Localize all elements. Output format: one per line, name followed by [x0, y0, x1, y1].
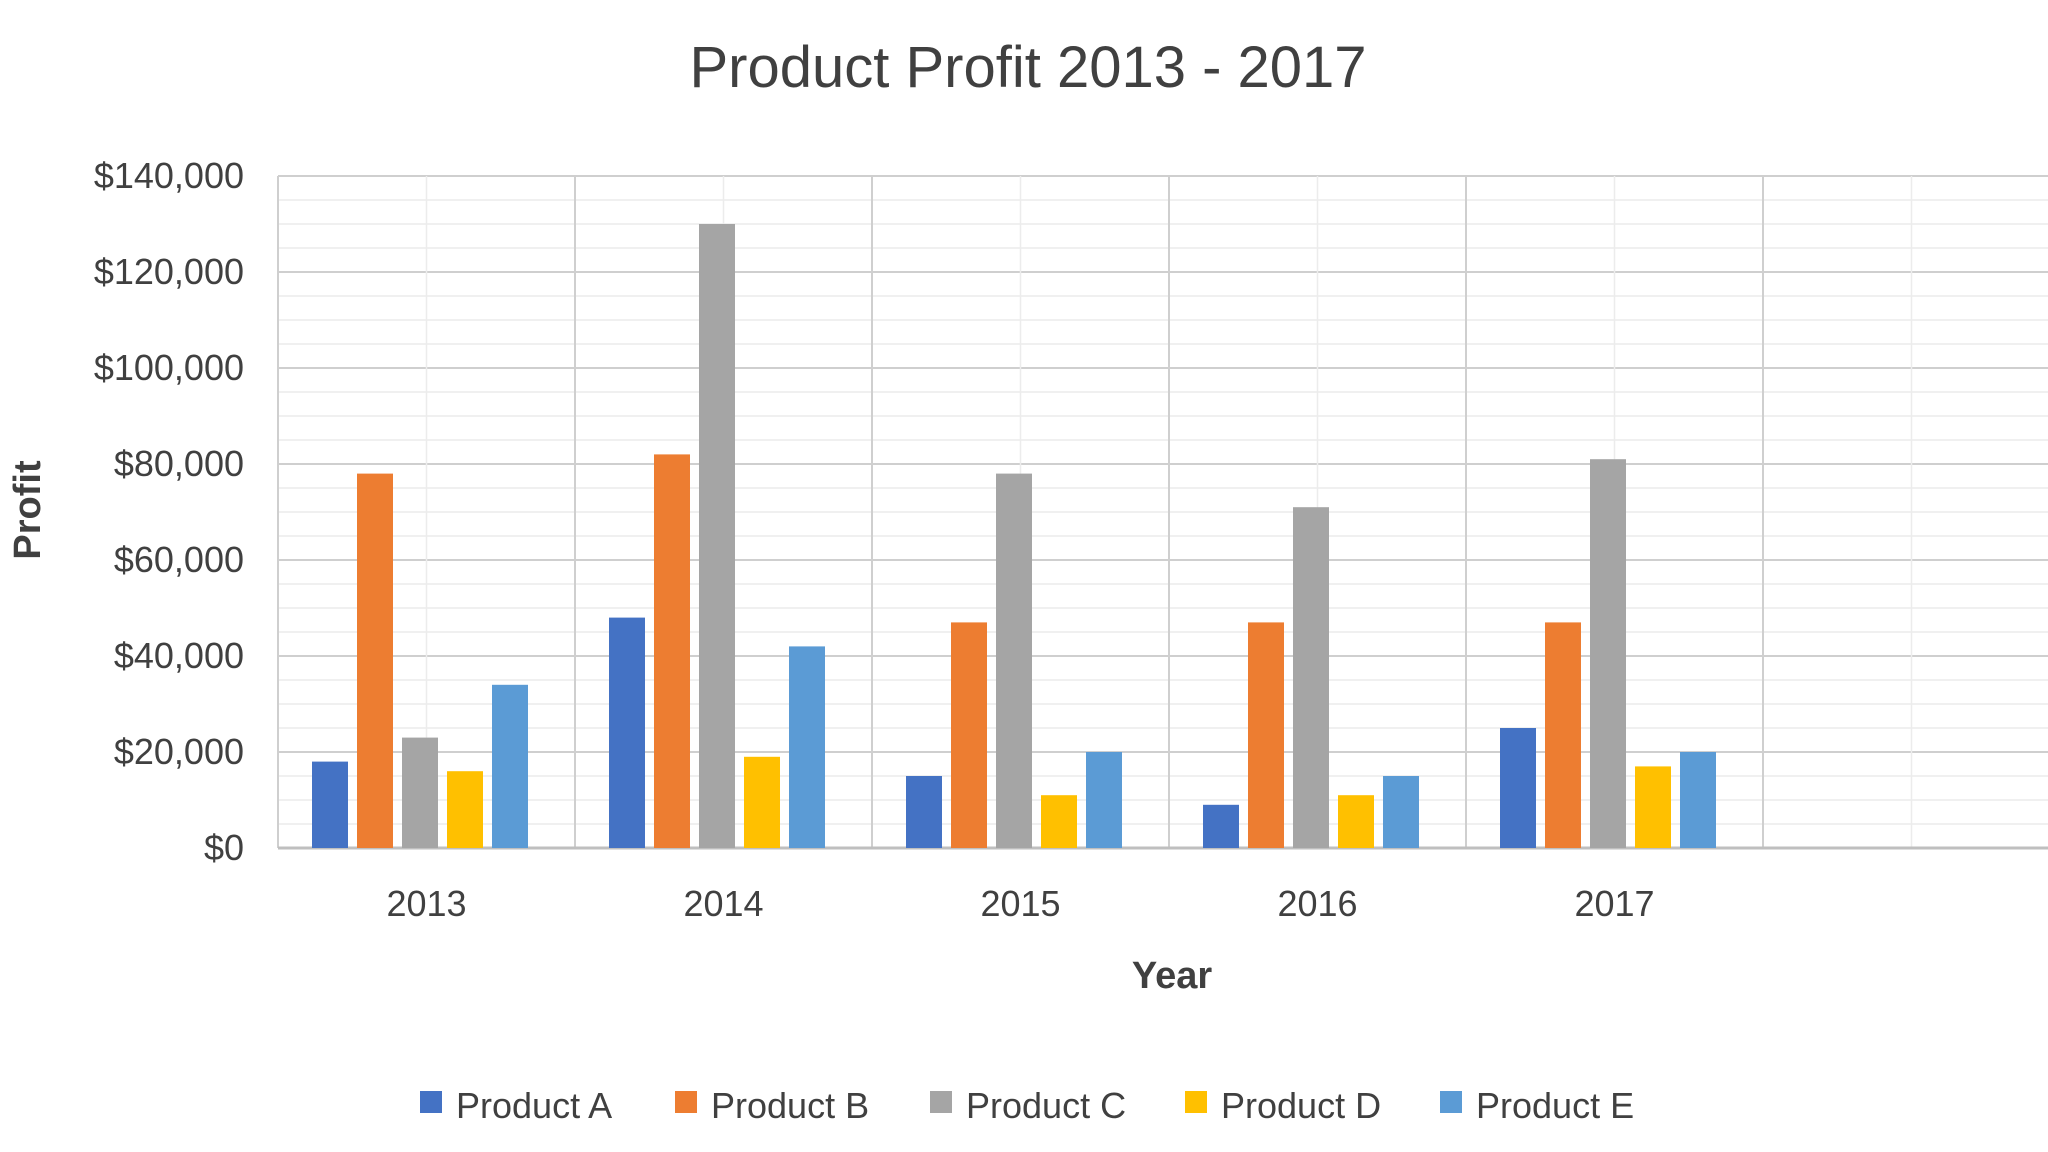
y-tick-label: $20,000 — [114, 731, 244, 772]
bar-product-c-2017 — [1590, 459, 1626, 848]
y-axis-ticks: $0 $20,000 $40,000 $60,000 $80,000 $100,000 $1… — [94, 155, 244, 868]
legend-label-product-b: Product B — [711, 1085, 869, 1126]
bar-product-d-2014 — [744, 756, 780, 848]
chart-title: Product Profit 2013 - 2017 — [689, 35, 1366, 100]
bar-product-c-2014 — [699, 224, 735, 848]
legend-label-product-a: Product A — [456, 1085, 612, 1126]
y-tick-label: $140,000 — [94, 155, 244, 196]
legend-swatch-product-c — [930, 1091, 952, 1113]
y-tick-label: $40,000 — [114, 635, 244, 676]
bar-product-e-2014 — [789, 646, 825, 848]
x-axis-title: Year — [1132, 955, 1213, 997]
bar-product-e-2016 — [1383, 776, 1419, 848]
legend-swatch-product-a — [420, 1091, 442, 1113]
bar-product-e-2017 — [1680, 752, 1716, 848]
y-axis-title: Profit — [7, 460, 49, 560]
bar-product-d-2016 — [1338, 795, 1374, 848]
bar-product-a-2013 — [312, 761, 348, 848]
legend-swatch-product-b — [675, 1091, 697, 1113]
bar-product-e-2015 — [1086, 752, 1122, 848]
legend: Product A Product B Product C Product D Prod… — [420, 1085, 1634, 1126]
legend-label-product-e: Product E — [1476, 1085, 1634, 1126]
x-tick-label: 2016 — [1277, 883, 1357, 924]
x-axis-ticks: 2013 2014 2015 2016 2017 — [386, 883, 1654, 924]
bar-product-a-2015 — [906, 776, 942, 848]
y-tick-label: $60,000 — [114, 539, 244, 580]
bar-product-c-2016 — [1293, 507, 1329, 848]
grid — [277, 175, 2048, 850]
x-tick-label: 2014 — [683, 883, 763, 924]
bar-product-b-2014 — [654, 454, 690, 848]
bar-product-e-2013 — [492, 684, 528, 848]
bar-product-b-2013 — [357, 473, 393, 848]
legend-swatch-product-e — [1440, 1091, 1462, 1113]
bar-product-d-2015 — [1041, 795, 1077, 848]
x-tick-label: 2017 — [1574, 883, 1654, 924]
bar-product-b-2016 — [1248, 622, 1284, 848]
bar-product-a-2016 — [1203, 804, 1239, 848]
bar-product-b-2017 — [1545, 622, 1581, 848]
y-tick-label: $0 — [204, 827, 244, 868]
bars — [312, 224, 1716, 848]
y-tick-label: $120,000 — [94, 251, 244, 292]
bar-product-c-2015 — [996, 473, 1032, 848]
y-tick-label: $80,000 — [114, 443, 244, 484]
x-tick-label: 2013 — [386, 883, 466, 924]
y-tick-label: $100,000 — [94, 347, 244, 388]
legend-label-product-c: Product C — [966, 1085, 1126, 1126]
bar-product-c-2013 — [402, 737, 438, 848]
bar-product-a-2014 — [609, 617, 645, 848]
legend-swatch-product-d — [1185, 1091, 1207, 1113]
bar-product-a-2017 — [1500, 728, 1536, 848]
bar-product-b-2015 — [951, 622, 987, 848]
legend-label-product-d: Product D — [1221, 1085, 1381, 1126]
x-tick-label: 2015 — [980, 883, 1060, 924]
bar-product-d-2013 — [447, 771, 483, 848]
bar-product-d-2017 — [1635, 766, 1671, 848]
